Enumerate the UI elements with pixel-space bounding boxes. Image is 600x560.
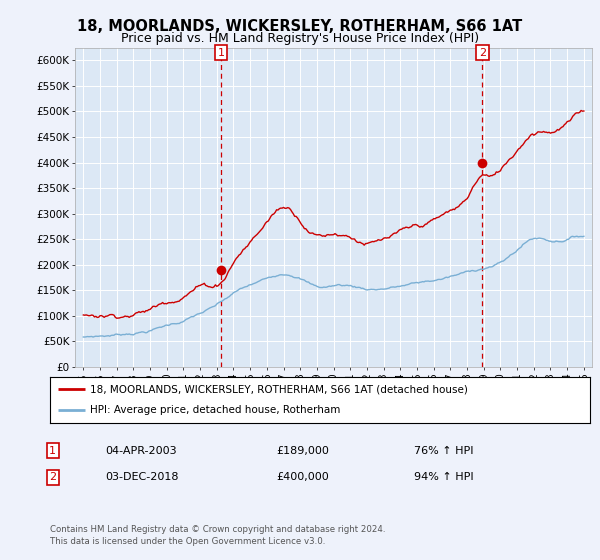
Text: 03-DEC-2018: 03-DEC-2018: [105, 472, 179, 482]
Text: HPI: Average price, detached house, Rotherham: HPI: Average price, detached house, Roth…: [91, 405, 341, 416]
Text: 2: 2: [49, 472, 56, 482]
Text: Contains HM Land Registry data © Crown copyright and database right 2024.
This d: Contains HM Land Registry data © Crown c…: [50, 525, 385, 546]
Text: £400,000: £400,000: [276, 472, 329, 482]
Text: 1: 1: [217, 48, 224, 58]
Text: 18, MOORLANDS, WICKERSLEY, ROTHERHAM, S66 1AT (detached house): 18, MOORLANDS, WICKERSLEY, ROTHERHAM, S6…: [91, 384, 468, 394]
Text: £189,000: £189,000: [276, 446, 329, 456]
Text: 04-APR-2003: 04-APR-2003: [105, 446, 176, 456]
Text: 18, MOORLANDS, WICKERSLEY, ROTHERHAM, S66 1AT: 18, MOORLANDS, WICKERSLEY, ROTHERHAM, S6…: [77, 19, 523, 34]
Text: 1: 1: [49, 446, 56, 456]
Text: Price paid vs. HM Land Registry's House Price Index (HPI): Price paid vs. HM Land Registry's House …: [121, 32, 479, 45]
Text: 76% ↑ HPI: 76% ↑ HPI: [414, 446, 473, 456]
Text: 2: 2: [479, 48, 486, 58]
Text: 94% ↑ HPI: 94% ↑ HPI: [414, 472, 473, 482]
